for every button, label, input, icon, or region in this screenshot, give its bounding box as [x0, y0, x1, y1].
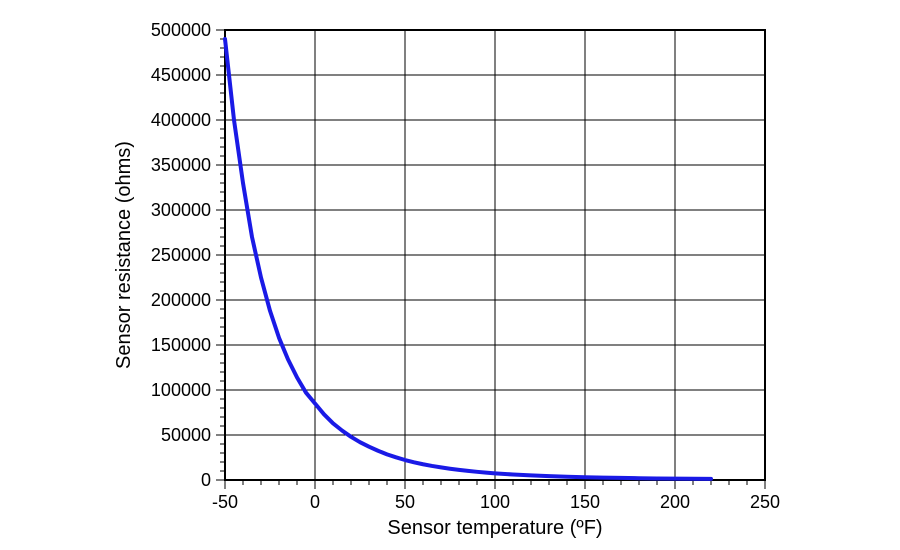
thermistor-chart: -500501001502002500500001000001500002000…	[0, 0, 900, 550]
svg-text:200000: 200000	[151, 290, 211, 310]
svg-text:100000: 100000	[151, 380, 211, 400]
svg-text:50: 50	[395, 492, 415, 512]
svg-text:-50: -50	[212, 492, 238, 512]
svg-text:0: 0	[201, 470, 211, 490]
svg-text:250000: 250000	[151, 245, 211, 265]
svg-text:150000: 150000	[151, 335, 211, 355]
svg-text:200: 200	[660, 492, 690, 512]
svg-text:150: 150	[570, 492, 600, 512]
svg-text:50000: 50000	[161, 425, 211, 445]
svg-text:0: 0	[310, 492, 320, 512]
x-axis-label: Sensor temperature (ºF)	[387, 517, 602, 539]
y-axis-label: Sensor resistance (ohms)	[113, 141, 135, 369]
svg-text:250: 250	[750, 492, 780, 512]
svg-text:300000: 300000	[151, 200, 211, 220]
chart-svg: -500501001502002500500001000001500002000…	[0, 0, 900, 550]
svg-text:400000: 400000	[151, 110, 211, 130]
svg-text:500000: 500000	[151, 20, 211, 40]
svg-text:450000: 450000	[151, 65, 211, 85]
svg-text:350000: 350000	[151, 155, 211, 175]
svg-text:100: 100	[480, 492, 510, 512]
